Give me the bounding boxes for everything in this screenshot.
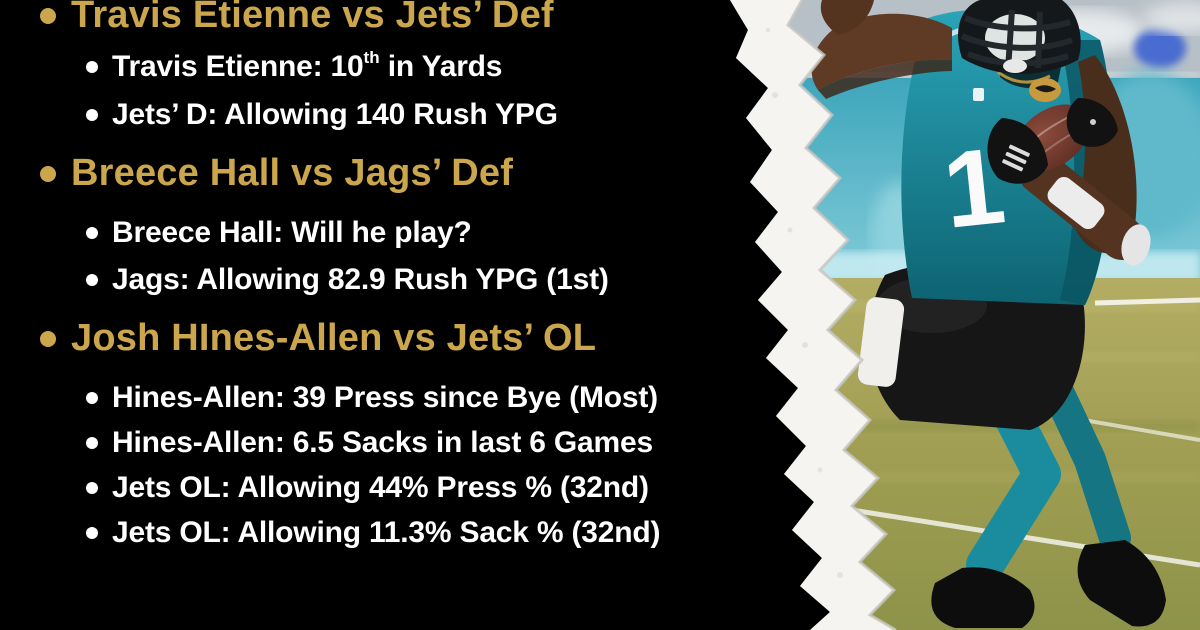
ordinal-suffix: th xyxy=(363,48,380,67)
adidas-stripes-icon xyxy=(1002,144,1030,172)
stat-point: Jets OL: Allowing 11.3% Sack % (32nd) xyxy=(86,516,661,550)
matchup-heading-label: Breece Hall vs Jags’ Def xyxy=(71,152,514,194)
chin-strap xyxy=(1003,59,1027,73)
stat-point-label: Hines-Allen: 6.5 Sacks in last 6 Games xyxy=(112,426,653,459)
helmet xyxy=(958,0,1081,75)
player-photo: 1 xyxy=(700,0,1200,630)
bullet-icon xyxy=(40,165,56,182)
bullet-icon xyxy=(86,61,98,73)
bullet-icon xyxy=(40,330,56,347)
bullet-icon xyxy=(86,392,98,404)
stat-point-label: Hines-Allen: 39 Press since Bye (Most) xyxy=(112,381,658,414)
bullet-icon xyxy=(86,482,98,494)
elbow-sleeve xyxy=(1121,224,1151,266)
stat-point: Hines-Allen: 39 Press since Bye (Most) xyxy=(86,381,658,415)
matchup-heading: Travis Etienne vs Jets’ Def xyxy=(40,0,554,37)
glove xyxy=(987,118,1048,184)
cleat xyxy=(931,567,1035,628)
bullet-icon xyxy=(86,437,98,449)
stat-point-label: Jets OL: Allowing 11.3% Sack % (32nd) xyxy=(112,516,661,549)
matchup-heading-label: Josh HInes-Allen vs Jets’ OL xyxy=(71,317,597,359)
glove xyxy=(1066,98,1118,147)
stat-point-label: Jets OL: Allowing 44% Press % (32nd) xyxy=(112,471,649,504)
matchup-heading: Josh HInes-Allen vs Jets’ OL xyxy=(40,317,596,360)
stat-point: Hines-Allen: 6.5 Sacks in last 6 Games xyxy=(86,426,653,460)
matchup-heading-label: Travis Etienne vs Jets’ Def xyxy=(71,0,554,36)
jaguars-logo-icon xyxy=(1029,78,1061,102)
stat-point-label: Jets’ D: Allowing 140 Rush YPG xyxy=(112,98,558,131)
stat-point: Breece Hall: Will he play? xyxy=(86,216,472,250)
matchup-heading: Breece Hall vs Jags’ Def xyxy=(40,152,513,195)
wristband xyxy=(1047,176,1105,230)
player-arm xyxy=(1018,55,1151,266)
bullet-icon xyxy=(86,109,98,121)
yard-line xyxy=(1094,297,1200,306)
stat-point: Jets OL: Allowing 44% Press % (32nd) xyxy=(86,471,649,505)
cleat xyxy=(1077,540,1166,627)
bullet-icon xyxy=(86,527,98,539)
stat-point-label: Breece Hall: Will he play? xyxy=(112,216,472,249)
player-photo-illustration: 1 xyxy=(700,0,1200,630)
stat-point-label: Jags: Allowing 82.9 Rush YPG (1st) xyxy=(112,263,609,296)
bullet-icon xyxy=(40,7,56,24)
stat-point: Travis Etienne: 10th in Yards xyxy=(86,48,503,84)
stat-point-label: Travis Etienne: 10th in Yards xyxy=(112,48,503,83)
stat-point: Jets’ D: Allowing 140 Rush YPG xyxy=(86,98,558,132)
bullet-icon xyxy=(86,227,98,239)
stat-point: Jags: Allowing 82.9 Rush YPG (1st) xyxy=(86,263,609,297)
nfl-shield-icon xyxy=(973,88,984,101)
bullet-icon xyxy=(86,274,98,286)
